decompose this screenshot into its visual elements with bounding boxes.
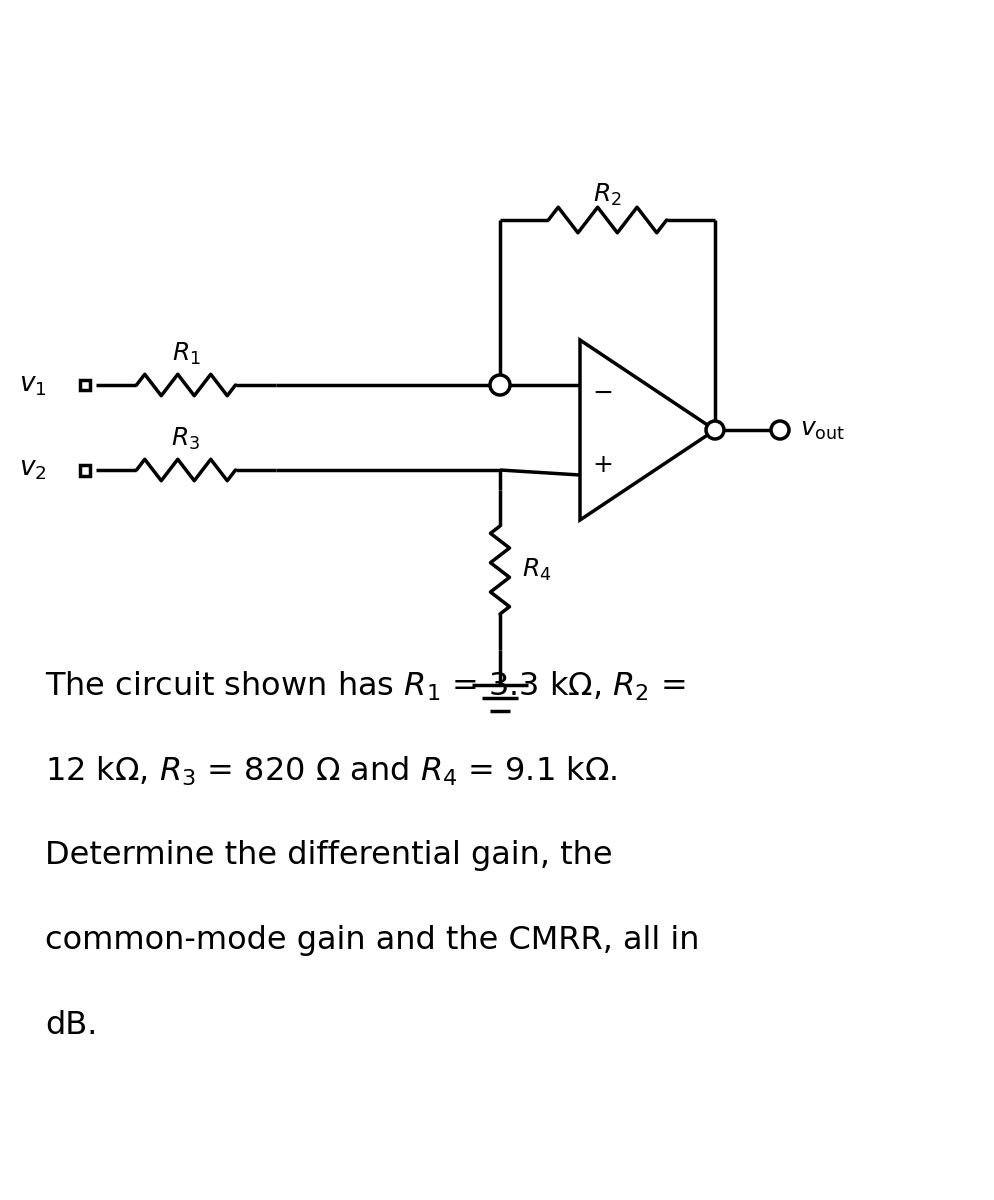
- Text: $R_3$: $R_3$: [171, 426, 201, 452]
- Text: $-$: $-$: [591, 380, 611, 403]
- FancyBboxPatch shape: [80, 464, 90, 475]
- Text: $+$: $+$: [591, 454, 611, 476]
- Text: The circuit shown has $R_1$ = 3.3 k$\Omega$, $R_2$ =: The circuit shown has $R_1$ = 3.3 k$\Ome…: [45, 670, 685, 703]
- Text: dB.: dB.: [45, 1010, 97, 1040]
- Text: $R_2$: $R_2$: [592, 181, 621, 208]
- Text: $R_1$: $R_1$: [171, 341, 200, 367]
- Text: Determine the differential gain, the: Determine the differential gain, the: [45, 840, 612, 871]
- Circle shape: [770, 421, 788, 439]
- Circle shape: [706, 421, 724, 439]
- FancyBboxPatch shape: [80, 379, 90, 390]
- Text: $R_4$: $R_4$: [522, 557, 551, 583]
- Text: common-mode gain and the CMRR, all in: common-mode gain and the CMRR, all in: [45, 925, 699, 956]
- Circle shape: [489, 374, 510, 395]
- Text: $v_{\rm out}$: $v_{\rm out}$: [799, 419, 844, 442]
- Text: $v_2$: $v_2$: [19, 457, 47, 482]
- Text: $v_1$: $v_1$: [19, 372, 47, 397]
- Text: 12 k$\Omega$, $R_3$ = 820 $\Omega$ and $R_4$ = 9.1 k$\Omega$.: 12 k$\Omega$, $R_3$ = 820 $\Omega$ and $…: [45, 755, 616, 788]
